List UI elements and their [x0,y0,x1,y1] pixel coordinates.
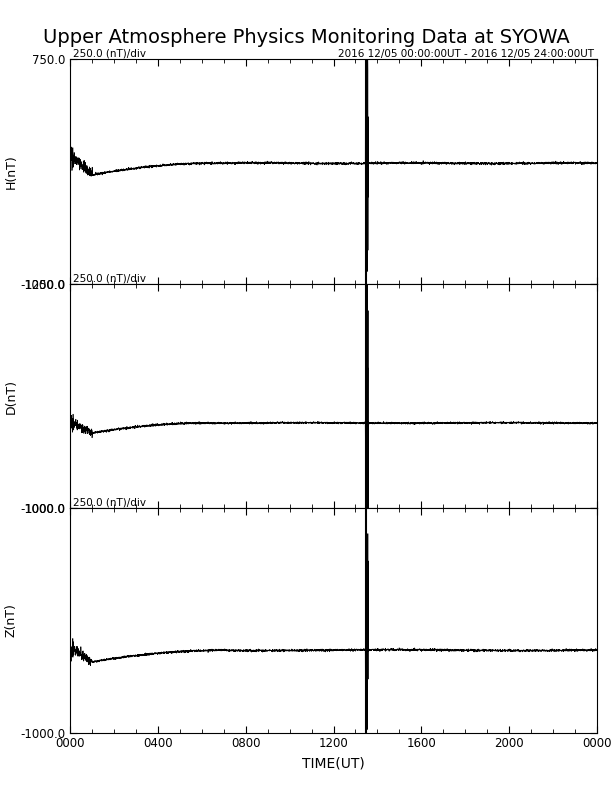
Y-axis label: D(nT): D(nT) [5,379,18,413]
Text: 250.0 (nT)/div: 250.0 (nT)/div [73,497,146,508]
Y-axis label: Z(nT): Z(nT) [5,604,18,638]
Text: 250.0 (nT)/div: 250.0 (nT)/div [73,273,146,284]
Text: 250.0 (nT)/div: 250.0 (nT)/div [73,49,146,59]
Text: Upper Atmosphere Physics Monitoring Data at SYOWA: Upper Atmosphere Physics Monitoring Data… [43,28,569,47]
Text: 2016 12/05 00:00:00UT - 2016 12/05 24:00:00UT: 2016 12/05 00:00:00UT - 2016 12/05 24:00… [338,49,594,59]
Y-axis label: H(nT): H(nT) [4,154,18,189]
X-axis label: TIME(UT): TIME(UT) [302,756,365,770]
